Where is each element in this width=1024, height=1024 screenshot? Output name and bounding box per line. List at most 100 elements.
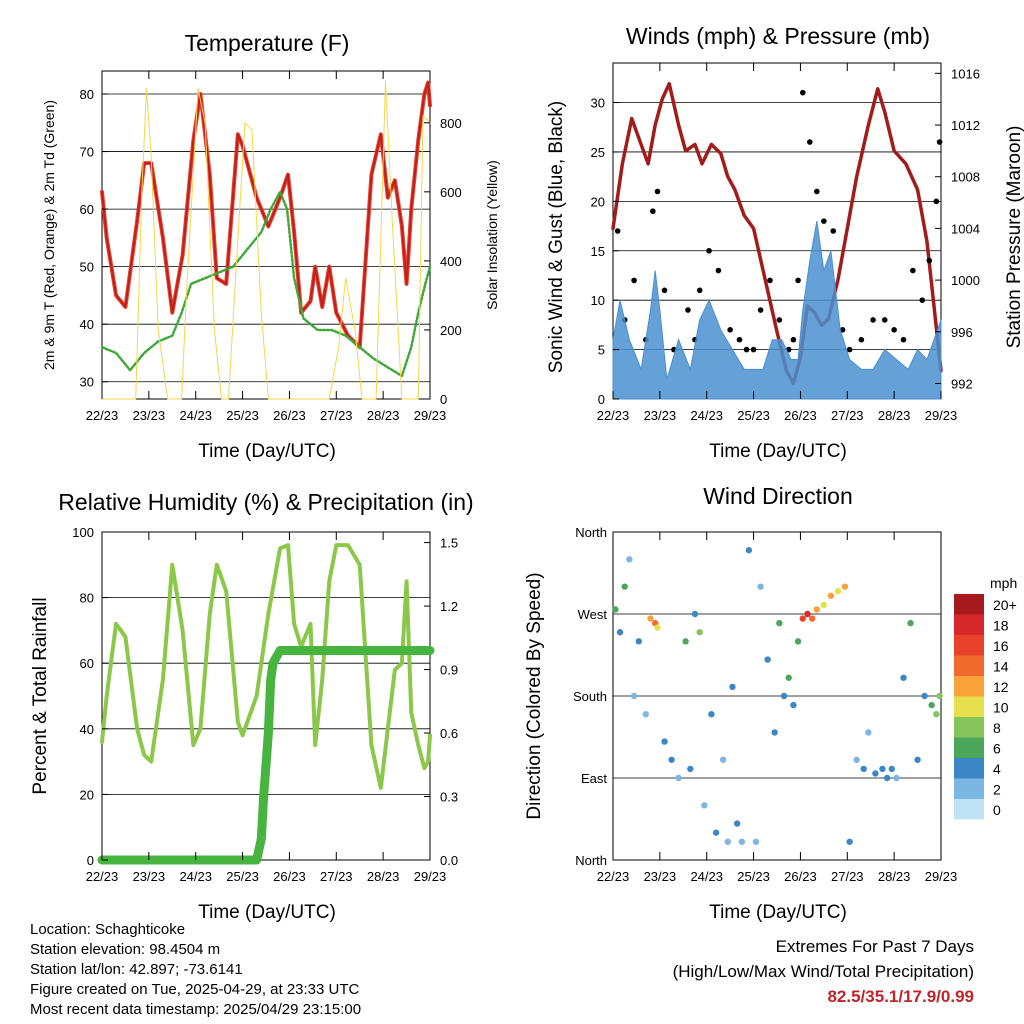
temperature-panel: Temperature (F) Time (Day/UTC) 2m & 9m T… xyxy=(41,30,500,462)
direction-point xyxy=(708,711,715,718)
direction-point xyxy=(853,756,860,763)
direction-ylabel: Direction (Colored By Speed) xyxy=(524,572,545,819)
direction-point xyxy=(900,674,907,681)
legend-label: 2 xyxy=(993,782,1001,798)
x-tick-label: 27/23 xyxy=(320,869,353,884)
direction-point xyxy=(808,615,816,622)
y2-tick-label: 0.6 xyxy=(440,726,458,741)
y-tick-label: 15 xyxy=(591,244,605,259)
direction-xlabel: Time (Day/UTC) xyxy=(709,902,847,923)
y-tick-label: 20 xyxy=(591,194,605,209)
direction-point xyxy=(860,765,867,773)
y-tick-label: 10 xyxy=(591,293,605,308)
x-tick-label: 23/23 xyxy=(644,869,677,884)
gust-point xyxy=(821,218,827,224)
gust-point xyxy=(661,287,668,294)
direction-point xyxy=(794,638,802,645)
gust-point xyxy=(696,287,703,294)
y-tick-label: 30 xyxy=(80,375,94,390)
direction-point xyxy=(701,802,708,809)
direction-point xyxy=(647,615,654,622)
legend-label: 18 xyxy=(993,618,1009,634)
y-tick-label: 40 xyxy=(80,722,94,737)
x-tick-label: 25/23 xyxy=(226,869,259,884)
gust-point xyxy=(776,317,783,323)
direction-point xyxy=(834,588,842,595)
legend-swatch xyxy=(954,635,984,656)
y2-tick-label: 0.3 xyxy=(440,790,458,805)
legend-swatch xyxy=(954,758,984,779)
gust-point xyxy=(706,247,712,254)
gust-point xyxy=(830,228,837,234)
gust-point xyxy=(926,257,933,264)
legend-swatch xyxy=(954,696,984,717)
series-line xyxy=(100,80,432,350)
meta-created: Figure created on Tue, 2025-04-29, at 23… xyxy=(30,981,360,998)
humidity-xlabel: Time (Day/UTC) xyxy=(198,902,336,923)
gust-point xyxy=(870,317,876,323)
meta-latlon: Station lat/lon: 42.897; -73.6141 xyxy=(30,961,243,978)
direction-point xyxy=(846,838,853,845)
direction-point xyxy=(820,601,828,609)
legend-swatch xyxy=(954,655,984,676)
x-tick-label: 28/23 xyxy=(878,408,911,423)
x-tick-label: 24/23 xyxy=(690,408,723,423)
legend-label: 12 xyxy=(993,679,1009,695)
direction-point xyxy=(799,615,806,622)
direction-point xyxy=(771,729,778,736)
direction-point xyxy=(907,619,914,627)
meta-location: Location: Schaghticoke xyxy=(30,921,186,938)
direction-point xyxy=(928,701,935,709)
direction-point xyxy=(933,711,940,718)
direction-point xyxy=(790,701,797,709)
y-tick-label: 70 xyxy=(80,145,94,160)
y-tick-label: 60 xyxy=(80,656,94,671)
x-tick-label: 22/23 xyxy=(597,869,630,884)
direction-point xyxy=(888,765,895,773)
y-tick-label: West xyxy=(578,607,608,622)
direction-point xyxy=(879,765,886,773)
y-tick-label: 80 xyxy=(80,591,94,606)
gust-point xyxy=(654,188,661,195)
direction-point xyxy=(757,583,764,590)
y2-tick-label: 0 xyxy=(440,392,447,407)
humidity-title: Relative Humidity (%) & Precipitation (i… xyxy=(58,489,473,515)
y-tick-label: 100 xyxy=(72,525,94,540)
humidity-series xyxy=(97,543,435,865)
gust-point xyxy=(910,267,916,274)
gust-point xyxy=(757,307,764,313)
gust-point xyxy=(614,228,621,234)
direction-point xyxy=(865,729,872,736)
extremes-title: Extremes For Past 7 Days xyxy=(775,937,974,956)
legend-label: 6 xyxy=(993,741,1001,757)
x-tick-label: 26/23 xyxy=(273,869,306,884)
direction-point xyxy=(642,711,649,718)
y2-tick-label: 800 xyxy=(440,116,462,131)
direction-point xyxy=(733,820,741,827)
y-tick-label: 0 xyxy=(87,853,94,868)
y2-tick-label: 1004 xyxy=(951,221,980,236)
direction-point xyxy=(804,610,811,618)
gust-point xyxy=(814,188,820,195)
direction-point xyxy=(813,606,821,613)
direction-point xyxy=(691,610,699,618)
gust-point xyxy=(799,89,806,96)
legend-swatch xyxy=(954,594,984,615)
x-tick-label: 25/23 xyxy=(226,408,259,423)
temperature-ylabel: 2m & 9m T (Red, Orange) & 2m Td (Green) xyxy=(41,100,57,370)
winds-ylabel: Sonic Wind & Gust (Blue, Black) xyxy=(546,101,567,373)
winds-ticks: 22/23 23/23 24/23 25/23 26/23 27/23 28/23 29/23… xyxy=(591,63,980,423)
x-tick-label: 23/23 xyxy=(133,869,166,884)
direction-point xyxy=(687,765,694,773)
y2-tick-label: 1.2 xyxy=(440,599,458,614)
series-line xyxy=(101,80,431,400)
gust-point xyxy=(936,139,943,145)
direction-point xyxy=(921,692,928,700)
x-tick-label: 29/23 xyxy=(414,869,447,884)
y2-tick-label: 200 xyxy=(440,323,462,338)
x-tick-label: 22/23 xyxy=(86,408,119,423)
winds-title: Winds (mph) & Pressure (mb) xyxy=(626,23,930,49)
y2-tick-label: 992 xyxy=(951,376,973,391)
legend-swatch xyxy=(954,778,984,799)
